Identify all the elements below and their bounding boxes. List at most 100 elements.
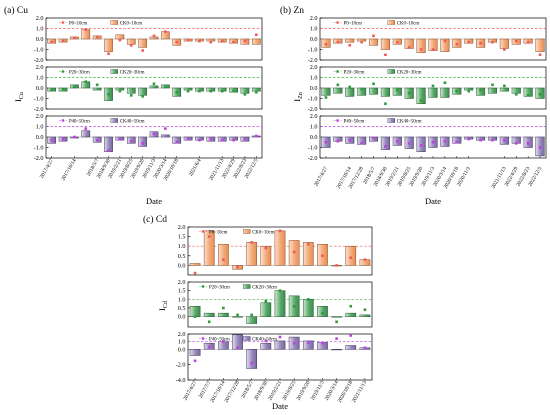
point	[526, 94, 530, 97]
point	[396, 40, 399, 44]
legend-marker	[201, 285, 205, 288]
point	[118, 137, 122, 141]
y-tick-label: 0.0	[36, 134, 44, 141]
panel-deep: -4.0 -2.0 0.01.02.0 P40~50cm CK40~50cm	[176, 331, 373, 384]
bar	[380, 87, 390, 97]
point	[186, 89, 190, 93]
point	[455, 89, 459, 93]
x-axis-label: Date	[425, 196, 441, 206]
bar	[138, 38, 147, 48]
point	[407, 142, 411, 145]
legend-marker	[336, 70, 339, 73]
y-tick-label: 0.0	[36, 36, 44, 43]
point	[278, 335, 282, 339]
y-tick-label: 1.0	[178, 296, 186, 303]
y-axis-label: ICd	[157, 301, 169, 311]
point	[84, 127, 88, 130]
point	[209, 89, 213, 93]
point	[514, 93, 518, 96]
point	[232, 89, 235, 93]
chart-title: (c) Cd	[143, 214, 167, 225]
point	[514, 39, 518, 43]
point	[220, 89, 224, 93]
point	[526, 142, 530, 145]
point	[479, 41, 482, 45]
legend-label: CK0~10cm	[397, 21, 420, 26]
point	[503, 84, 506, 88]
legend-swatch	[110, 118, 119, 123]
bar	[260, 302, 272, 317]
bar	[251, 87, 261, 92]
y-axis-label-base: I	[157, 308, 167, 311]
bar	[302, 299, 314, 317]
point	[193, 315, 197, 318]
y-tick-label: -1.0	[34, 96, 44, 103]
point	[278, 289, 282, 292]
point	[84, 28, 88, 31]
y-axis-label-subscript: Cu	[19, 92, 25, 99]
point	[335, 337, 338, 340]
point	[321, 311, 324, 315]
y-axis-label: IZn	[292, 92, 304, 102]
point	[236, 313, 239, 317]
legend-swatch	[387, 20, 395, 25]
point	[372, 136, 375, 140]
bar	[416, 87, 426, 104]
y-tick-label: 1.0	[310, 124, 318, 131]
point	[372, 82, 375, 86]
legend: P20~30cm CK20~30cm	[58, 69, 145, 75]
point	[467, 89, 470, 93]
point	[335, 320, 338, 324]
legend-label: CK40~50cm	[397, 119, 422, 124]
legend-marker	[336, 21, 339, 24]
point	[503, 138, 506, 142]
bar	[345, 245, 357, 266]
point	[538, 146, 542, 149]
point	[129, 139, 133, 143]
point	[118, 89, 122, 93]
bar	[81, 130, 91, 138]
legend-label: P40~50cm	[209, 337, 230, 342]
point	[336, 139, 340, 143]
point	[107, 93, 110, 96]
point	[479, 138, 482, 142]
point	[348, 138, 352, 142]
bar	[392, 87, 402, 96]
point	[336, 40, 340, 44]
bar	[345, 312, 357, 317]
point	[95, 35, 99, 39]
bar	[345, 345, 357, 350]
bar	[232, 316, 243, 318]
point	[335, 264, 338, 267]
panel-surface: 0.0 0.5 1.0 1.5 2.0 P0~10cm CK0~10cm	[178, 224, 373, 276]
point	[255, 90, 258, 94]
legend: P20~30cm CK20~30cm	[333, 69, 422, 75]
legend: P0~10cm CK0~10cm	[333, 20, 420, 26]
point	[526, 40, 530, 44]
point	[264, 246, 268, 250]
x-tick-label: 2021/6/4	[188, 158, 203, 178]
legend: P20~30cm CK20~30cm	[199, 284, 277, 290]
point	[324, 42, 328, 46]
point	[243, 137, 247, 141]
point	[431, 84, 435, 88]
bar	[368, 38, 379, 46]
legend-label: CK20~30cm	[397, 70, 422, 75]
y-tick-label: -1.0	[34, 145, 44, 152]
point	[467, 137, 470, 141]
bar	[440, 38, 450, 52]
bar	[115, 87, 125, 91]
legend-label: CK0~10cm	[252, 230, 275, 235]
bar	[203, 312, 215, 317]
y-tick-label: 1.0	[310, 75, 318, 82]
bar	[189, 349, 201, 356]
y-tick-label: 2.0	[36, 113, 44, 120]
bar	[206, 38, 216, 42]
point	[324, 96, 328, 99]
point	[443, 81, 447, 85]
point	[360, 142, 363, 145]
point	[396, 139, 399, 143]
point	[372, 34, 375, 38]
legend: P0~10cm CK0~10cm	[199, 229, 275, 235]
bar	[218, 244, 229, 266]
